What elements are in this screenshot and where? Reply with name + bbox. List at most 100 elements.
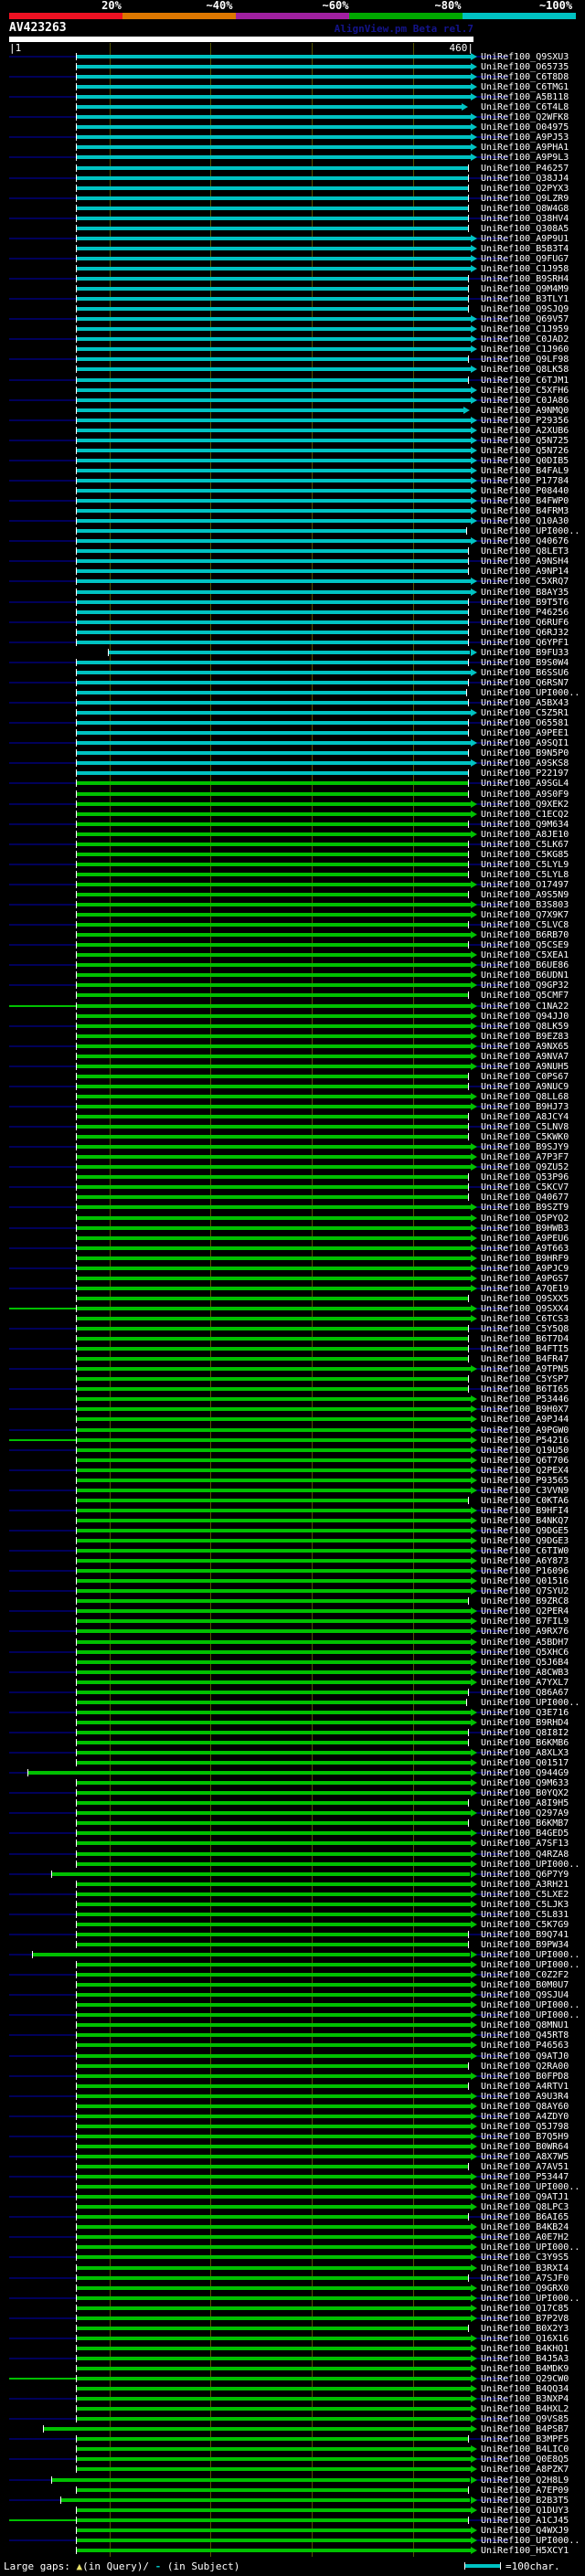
alignment-bar[interactable] [76, 751, 468, 755]
alignment-bar[interactable] [76, 701, 468, 705]
hit-label[interactable]: UniRef100_A9PEE1 [481, 728, 569, 738]
alignment-bar[interactable] [76, 1691, 468, 1694]
hit-label[interactable]: UniRef100_Q9M4M9 [481, 284, 569, 294]
alignment-bar[interactable] [76, 1085, 468, 1088]
alignment-bar[interactable] [76, 1417, 471, 1421]
hit-label[interactable]: UniRef100_Q9DGE5 [481, 1526, 569, 1536]
hit-label[interactable]: UniRef100_O17497 [481, 880, 569, 890]
alignment-bar[interactable] [76, 2023, 471, 2027]
hit-label[interactable]: UniRef100_A9P9U1 [481, 234, 569, 244]
alignment-bar[interactable] [76, 2175, 471, 2178]
hit-label[interactable]: UniRef100_B4FTI5 [481, 1344, 569, 1354]
alignment-bar[interactable] [76, 2165, 468, 2168]
hit-label[interactable]: UniRef100_O04975 [481, 122, 569, 133]
alignment-bar[interactable] [76, 2115, 471, 2118]
hit-label[interactable]: UniRef100_B4MDK9 [481, 2364, 569, 2374]
alignment-bar[interactable] [76, 2407, 471, 2411]
alignment-bar[interactable] [76, 135, 471, 139]
hit-label[interactable]: UniRef100_C6TCS3 [481, 1314, 569, 1324]
hit-label[interactable]: UniRef100_O65581 [481, 718, 569, 728]
hit-label[interactable]: UniRef100_A8CWB3 [481, 1668, 569, 1678]
alignment-bar[interactable] [76, 1055, 471, 1058]
hit-label[interactable]: UniRef100_A7EP09 [481, 2486, 569, 2496]
alignment-bar[interactable] [76, 2397, 471, 2401]
alignment-bar[interactable] [76, 237, 471, 240]
hit-label[interactable]: UniRef100_Q7SYU2 [481, 1586, 569, 1596]
hit-label[interactable]: UniRef100_UPI000.. [481, 2294, 580, 2304]
alignment-bar[interactable] [76, 1892, 471, 1896]
hit-label[interactable]: UniRef100_Q86A67 [481, 1688, 569, 1698]
alignment-bar[interactable] [76, 2255, 471, 2259]
alignment-bar[interactable] [76, 1831, 471, 1835]
hit-label[interactable]: UniRef100_Q5CSE9 [481, 940, 569, 950]
hit-label[interactable]: UniRef100_A9TPN5 [481, 1364, 569, 1374]
alignment-bar[interactable] [76, 1923, 471, 1926]
alignment-bar[interactable] [76, 1468, 471, 1472]
hit-label[interactable]: UniRef100_P16096 [481, 1566, 569, 1576]
hit-label[interactable]: UniRef100_Q69V57 [481, 314, 569, 324]
hit-label[interactable]: UniRef100_C5K7G9 [481, 1920, 569, 1930]
alignment-bar[interactable] [76, 1811, 471, 1815]
hit-label[interactable]: UniRef100_A9P9L3 [481, 153, 569, 163]
alignment-bar[interactable] [76, 1973, 471, 1977]
hit-label[interactable]: UniRef100_Q9VS85 [481, 2414, 569, 2424]
alignment-bar[interactable] [76, 1721, 471, 1724]
hit-label[interactable]: UniRef100_B9Q741 [481, 1930, 569, 1940]
hit-label[interactable]: UniRef100_C5LVC8 [481, 920, 569, 930]
hit-label[interactable]: UniRef100_B9SJY9 [481, 1142, 569, 1152]
hit-label[interactable]: UniRef100_B4PSB7 [481, 2424, 569, 2434]
hit-label[interactable]: UniRef100_C0JA86 [481, 396, 569, 406]
hit-label[interactable]: UniRef100_C5LJK3 [481, 1900, 569, 1910]
alignment-bar[interactable] [76, 2125, 471, 2128]
alignment-bar[interactable] [76, 963, 471, 967]
alignment-bar[interactable] [76, 893, 468, 896]
hit-label[interactable]: UniRef100_A9PJ53 [481, 133, 569, 143]
alignment-bar[interactable] [76, 529, 466, 533]
hit-label[interactable]: UniRef100_B7FIL9 [481, 1617, 569, 1627]
alignment-bar[interactable] [76, 832, 471, 836]
hit-label[interactable]: UniRef100_B9FU33 [481, 648, 569, 658]
alignment-bar[interactable] [76, 2013, 471, 2017]
alignment-bar[interactable] [76, 459, 471, 462]
hit-label[interactable]: UniRef100_A9T663 [481, 1244, 569, 1254]
hit-label[interactable]: UniRef100_C0KTA6 [481, 1496, 569, 1506]
alignment-bar[interactable] [76, 489, 471, 493]
hit-label[interactable]: UniRef100_B4GED5 [481, 1829, 569, 1839]
alignment-bar[interactable] [76, 1559, 471, 1563]
alignment-bar[interactable] [76, 2064, 468, 2068]
hit-label[interactable]: UniRef100_C5LYL8 [481, 870, 569, 880]
alignment-bar[interactable] [76, 1791, 471, 1795]
hit-label[interactable]: UniRef100_B6KMB6 [481, 1738, 569, 1748]
alignment-bar[interactable] [76, 2054, 471, 2058]
alignment-bar[interactable] [76, 983, 471, 987]
alignment-bar[interactable] [76, 1387, 468, 1391]
hit-label[interactable]: UniRef100_A9RX76 [481, 1627, 569, 1637]
alignment-bar[interactable] [76, 1761, 471, 1765]
hit-label[interactable]: UniRef100_Q9SXX5 [481, 1294, 569, 1304]
alignment-bar[interactable] [43, 2427, 471, 2431]
alignment-bar[interactable] [76, 1509, 471, 1512]
hit-label[interactable]: UniRef100_A7QE19 [481, 1284, 569, 1294]
hit-label[interactable]: UniRef100_C0PS67 [481, 1072, 569, 1082]
alignment-bar[interactable] [76, 2467, 471, 2471]
alignment-bar[interactable] [76, 2316, 471, 2320]
hit-label[interactable]: UniRef100_A8PZK7 [481, 2465, 569, 2475]
alignment-bar[interactable] [76, 1882, 471, 1886]
hit-label[interactable]: UniRef100_Q45RT8 [481, 2030, 569, 2041]
alignment-bar[interactable] [76, 1983, 471, 1987]
alignment-bar[interactable] [51, 2478, 470, 2482]
hit-label[interactable]: UniRef100_Q38HV4 [481, 214, 569, 224]
alignment-bar[interactable] [76, 357, 468, 361]
hit-label[interactable]: UniRef100_B9SRH4 [481, 274, 569, 284]
alignment-bar[interactable] [76, 822, 468, 826]
alignment-bar[interactable] [76, 1317, 471, 1320]
alignment-bar[interactable] [76, 1519, 471, 1522]
alignment-bar[interactable] [76, 2225, 471, 2229]
alignment-bar[interactable] [76, 1711, 471, 1714]
hit-label[interactable]: UniRef100_Q8LPC3 [481, 2202, 569, 2212]
alignment-bar[interactable] [76, 1226, 471, 1230]
alignment-bar[interactable] [76, 217, 468, 220]
alignment-bar[interactable] [76, 1105, 471, 1108]
alignment-bar[interactable] [76, 1407, 471, 1411]
alignment-bar[interactable] [76, 378, 468, 382]
